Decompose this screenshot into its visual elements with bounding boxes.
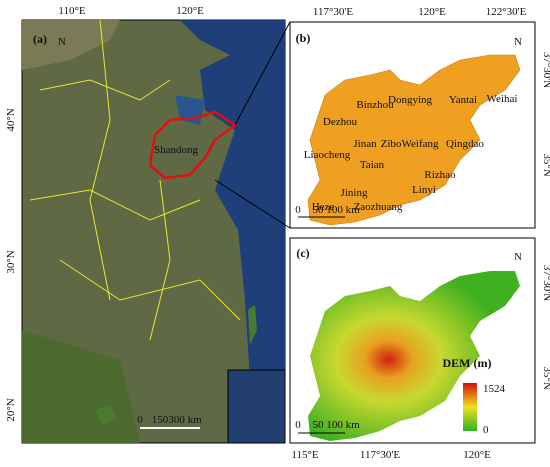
left-tick: 30°N <box>5 250 17 273</box>
scale-label: 0 <box>295 419 301 431</box>
legend-title: DEM (m) <box>443 356 492 370</box>
north: N <box>58 36 66 48</box>
city-label: Zaozhuang <box>354 201 403 213</box>
right-tick: 35°N <box>541 366 550 389</box>
city-label: Weifang <box>402 138 439 150</box>
panel-label: (a) <box>33 32 47 46</box>
bottom-tick: 115°E <box>291 449 318 461</box>
scale-label: 0 <box>295 204 301 216</box>
scale-label: 0 <box>137 414 143 426</box>
city-label: Jining <box>341 187 368 199</box>
city-label: Linyi <box>412 184 436 196</box>
panel-label: (c) <box>296 246 309 260</box>
scale-label: 100 km <box>326 204 360 216</box>
panel-c <box>289 237 536 444</box>
top-tick: 117°30'E <box>313 6 353 18</box>
city-label: Dezhou <box>323 116 358 128</box>
city-label: Weihai <box>487 93 518 105</box>
right-tick: 37°30'N <box>541 52 550 88</box>
scale-label: 100 km <box>326 419 360 431</box>
panel-label: (b) <box>296 31 311 45</box>
legend-max: 1524 <box>483 383 506 395</box>
city-label: Binzhou <box>356 99 394 111</box>
right-tick: 37°30'N <box>541 265 550 301</box>
scale-label: 150 <box>152 414 169 426</box>
bottom-tick: 120°E <box>463 449 491 461</box>
north: N <box>514 36 522 48</box>
panel-a <box>21 19 291 444</box>
top-tick: 120°E <box>418 6 446 18</box>
city-label: Jinan <box>353 138 377 150</box>
panel-b <box>289 21 536 229</box>
city-label: Qingdao <box>446 138 484 150</box>
city-label: Dongying <box>388 94 433 106</box>
top-tick: 110°E <box>58 5 85 17</box>
city-label: Taian <box>360 159 385 171</box>
legend-min: 0 <box>483 424 489 436</box>
city-label: Zibo <box>381 138 402 150</box>
right-tick: 35°N <box>541 153 550 176</box>
city-label: Rizhao <box>424 169 456 181</box>
top-tick: 122°30'E <box>486 6 527 18</box>
scale-label: 300 km <box>168 414 202 426</box>
left-tick: 20°N <box>5 398 17 421</box>
city-label: Liaocheng <box>304 149 351 161</box>
city-label: Yantai <box>449 94 477 106</box>
scale-label: 50 <box>313 419 325 431</box>
north: N <box>514 251 522 263</box>
scale-label: 50 <box>313 204 325 216</box>
bottom-tick: 117°30'E <box>360 449 400 461</box>
left-tick: 40°N <box>5 108 17 131</box>
region-label: Shandong <box>154 144 199 156</box>
city-label: Heze <box>312 201 335 213</box>
top-tick: 120°E <box>176 5 204 17</box>
